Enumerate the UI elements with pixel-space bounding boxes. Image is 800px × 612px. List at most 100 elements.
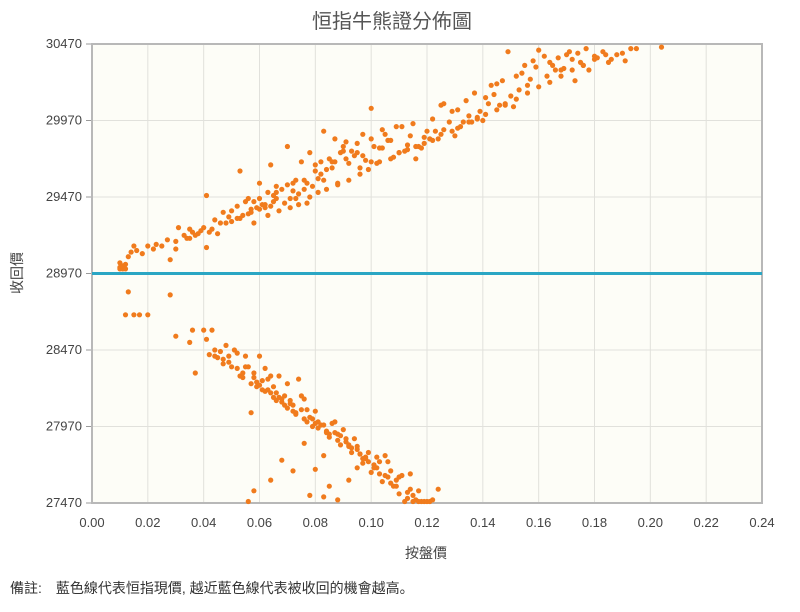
data-point [388,137,394,143]
data-point [268,203,274,209]
data-point [376,471,383,477]
data-point [466,113,472,119]
data-point [460,119,466,125]
data-point [229,364,235,370]
data-point [349,449,355,456]
data-point [315,189,321,195]
data-point [251,488,257,494]
data-point [273,189,279,195]
data-point [480,117,486,124]
data-point [321,494,327,500]
data-point [438,131,444,137]
data-point [363,157,369,163]
data-point [318,171,324,177]
data-point [513,73,519,79]
data-point [404,147,411,153]
data-point [268,477,274,483]
data-point [217,348,223,355]
data-point [145,312,151,318]
data-point [298,159,304,165]
data-point [335,497,341,503]
data-point [536,47,542,53]
data-point [321,422,327,428]
x-tick-label: 0.18 [582,515,607,530]
data-point [226,359,232,365]
data-point [533,64,539,70]
data-point [240,370,246,376]
data-point [368,469,374,475]
data-point [309,416,316,422]
data-point [315,176,321,182]
data-point [463,98,469,104]
data-point [323,166,330,173]
data-point [335,437,341,443]
data-point [633,46,640,52]
data-point [329,165,335,171]
data-point [293,195,299,202]
data-point [259,378,265,384]
data-point [351,153,357,159]
data-point [566,49,573,55]
data-point [365,166,371,173]
data-point [608,56,614,62]
data-point [167,257,173,263]
data-point [622,58,628,64]
data-point [410,492,416,498]
data-point [354,443,360,449]
x-tick-label: 0.00 [79,515,104,530]
footnote: 備註: 藍色線代表恒指現價, 越近藍色線代表被收回的機會越高。 [10,580,414,596]
data-point [296,376,302,382]
data-point [586,67,592,73]
data-point [337,433,344,439]
data-point [530,58,536,64]
data-point [580,62,586,68]
data-point [265,212,271,218]
data-point [307,150,313,156]
data-point [290,188,296,194]
data-point [474,116,480,122]
data-point [212,347,218,353]
data-point [323,186,330,192]
data-point [240,212,246,218]
x-tick-label: 0.22 [694,515,719,530]
data-point [203,336,210,342]
data-point [614,52,620,58]
data-point [393,483,399,489]
data-point [558,73,564,79]
data-point [223,220,229,226]
data-point [547,79,553,85]
data-point [332,430,338,436]
data-point [446,119,452,125]
x-tick-label: 0.04 [191,515,216,530]
data-point [379,479,385,485]
data-point [256,195,263,202]
data-point [407,133,413,139]
data-point [265,189,271,195]
data-point [307,194,313,200]
data-point [229,208,235,214]
data-point [276,373,282,379]
data-point [424,128,430,134]
data-point [312,162,318,168]
data-point [206,352,212,358]
data-point [251,370,257,376]
data-point [407,471,413,477]
data-point [298,407,304,413]
data-point [497,102,503,108]
data-point [418,145,424,151]
data-point [198,228,204,234]
data-point [340,148,346,154]
data-point [335,182,341,188]
data-point [215,231,221,237]
data-point [270,394,277,400]
data-point [131,243,137,249]
data-point [396,491,402,497]
x-tick-label: 0.10 [359,515,384,530]
data-point [229,218,235,225]
data-point [318,159,324,165]
data-point [234,215,240,221]
data-point [541,53,547,59]
data-point [513,96,519,102]
data-point [307,492,313,498]
